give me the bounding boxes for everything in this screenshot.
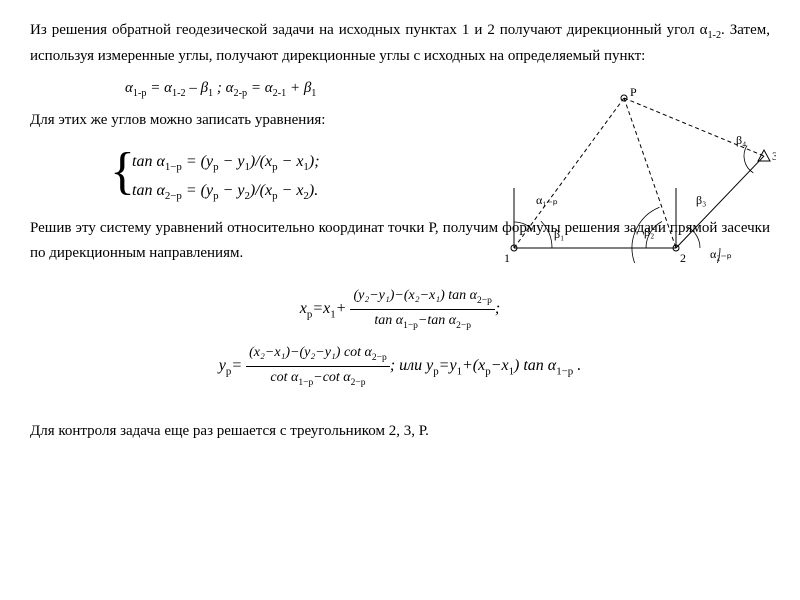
svg-text:α₁₋ₚ: α₁₋ₚ <box>536 193 558 207</box>
system-line-2: tan α2−p = (yp − y2)/(xp − x2). <box>132 179 320 208</box>
svg-text:β₁: β₁ <box>554 227 564 241</box>
formula-block: xp=x1+ (y₂−y₁)−(x₂−x₁) tan α2−p tan α1−p… <box>30 285 770 391</box>
system-line-1: tan α1−p = (yp − y1)/(xp − x1); <box>132 150 320 179</box>
svg-text:β₄: β₄ <box>736 133 746 147</box>
svg-text:α₂₋ₚ: α₂₋ₚ <box>710 247 732 261</box>
formula-xp: xp=x1+ (y₂−y₁)−(x₂−x₁) tan α2−p tan α1−p… <box>30 285 770 334</box>
p1-text: Из решения обратной геодезической задачи… <box>30 22 707 38</box>
svg-text:β₂: β₂ <box>644 225 654 239</box>
paragraph-1: Из решения обратной геодезической задачи… <box>30 18 770 70</box>
svg-text:3: 3 <box>772 149 776 163</box>
svg-text:β₃: β₃ <box>696 193 706 207</box>
svg-text:2: 2 <box>680 251 686 263</box>
svg-text:1: 1 <box>504 251 510 263</box>
paragraph-4: Для контроля задача еще раз решается с т… <box>30 419 770 445</box>
p1-sub: 1-2 <box>707 30 721 41</box>
geodesy-diagram: α₁₋ₚ β₁ β₂ β₃ α₂₋ₚ β₄ P 1 2 3 <box>496 88 776 263</box>
svg-text:P: P <box>630 88 637 99</box>
formula-yp: yp= (x₂−x₁)−(y₂−y₁) cot α2−p cot α1−p−co… <box>30 342 770 391</box>
